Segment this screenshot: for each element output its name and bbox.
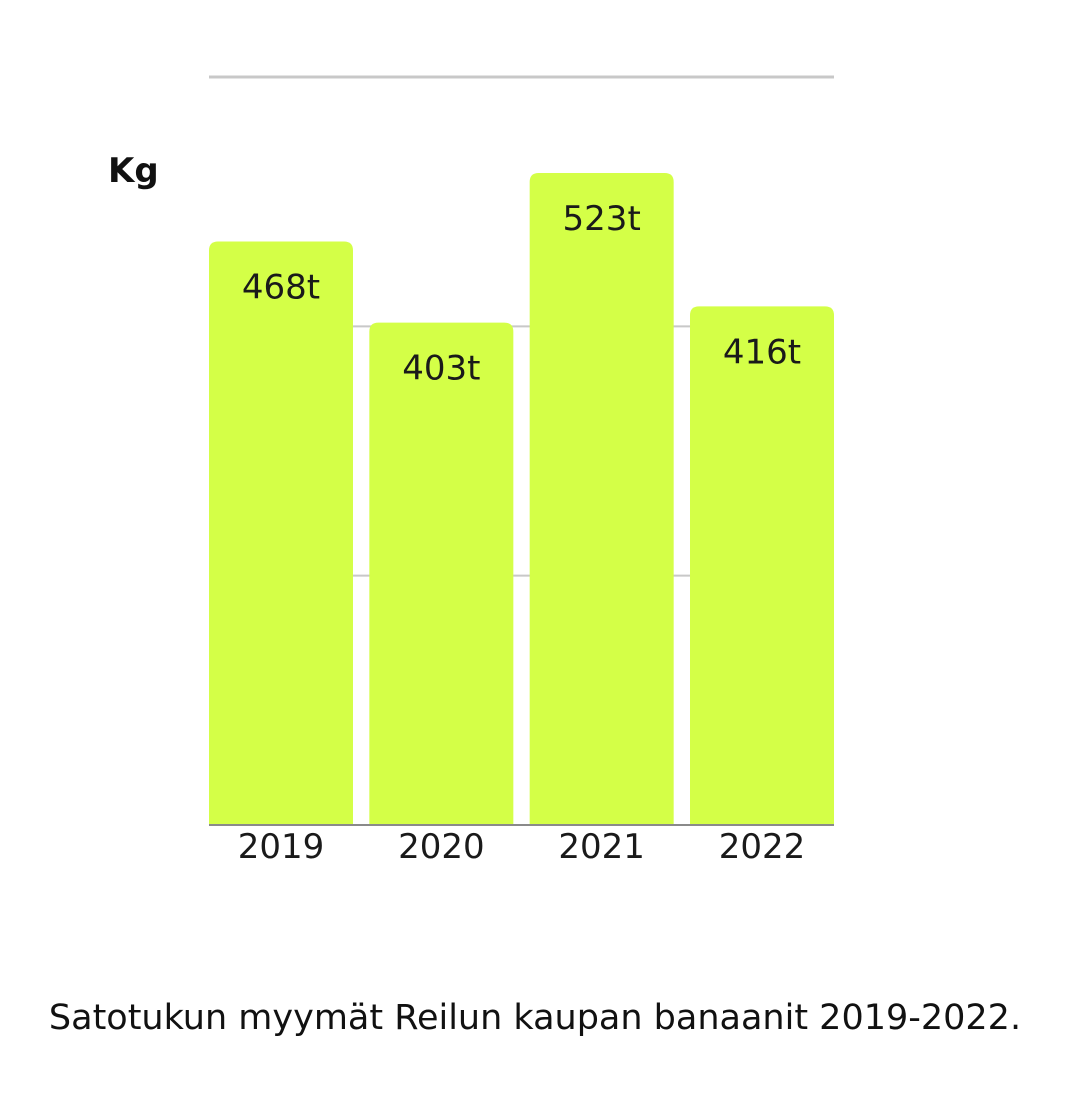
- x-tick-label-2021: 2021: [558, 827, 645, 867]
- x-tick-labels: 2019 2020 2021 2022: [238, 827, 806, 867]
- bar-2019: [209, 241, 353, 825]
- bar-2022: [690, 306, 834, 825]
- bar-value-label-2019: 468t: [242, 268, 320, 308]
- bar-value-label-2021: 523t: [563, 199, 641, 239]
- chart-caption: Satotukun myymät Reilun kaupan banaanit …: [48, 998, 1022, 1038]
- bar-2020: [369, 322, 514, 825]
- x-tick-label-2019: 2019: [238, 827, 325, 867]
- bar-value-label-2020: 403t: [402, 349, 480, 389]
- y-axis-label: Kg: [108, 151, 159, 191]
- bar-value-labels: 468t 403t 523t 416t: [242, 199, 801, 389]
- bar-2021: [529, 172, 674, 825]
- x-tick-label-2022: 2022: [719, 827, 806, 867]
- bars: [209, 172, 834, 825]
- bar-value-label-2022: 416t: [723, 332, 801, 372]
- x-tick-label-2020: 2020: [398, 827, 485, 867]
